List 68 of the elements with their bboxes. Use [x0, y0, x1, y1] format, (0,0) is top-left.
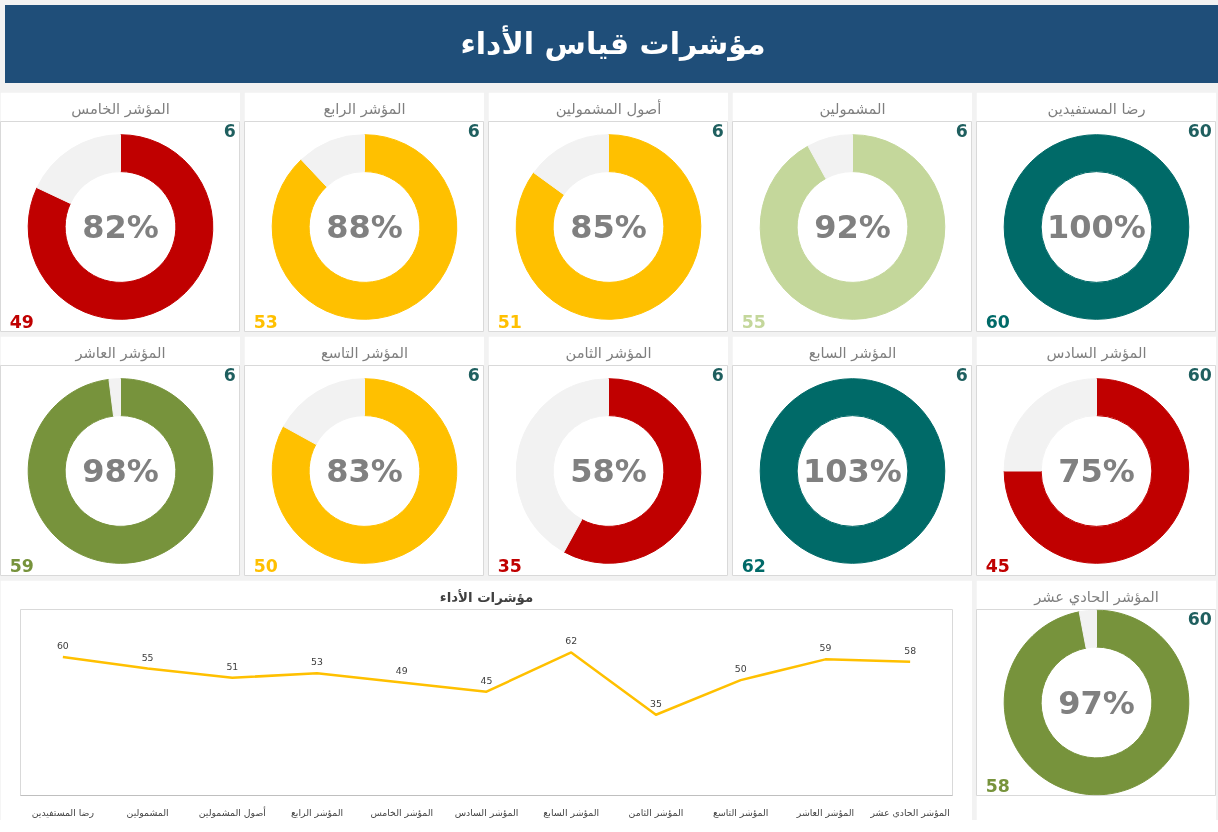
chart-title: المؤشر السادس: [1046, 343, 1147, 362]
text: 6: [223, 120, 236, 141]
chart-title: المؤشر العاشر: [74, 343, 166, 362]
text: 62: [741, 556, 766, 577]
text: 6: [955, 364, 968, 385]
data-label: 51: [226, 660, 239, 672]
data-label: 60: [56, 640, 69, 652]
x-tick-label: المؤشر الثامن: [628, 806, 684, 818]
text: 103%: [803, 452, 902, 490]
text: 45: [985, 556, 1010, 577]
data-label: 58: [904, 644, 917, 656]
text: 6: [223, 364, 236, 385]
x-tick-label: أصول المشمولين: [198, 805, 267, 818]
text: 59: [9, 556, 34, 577]
x-tick-label: رضا المستفيدين: [31, 806, 95, 818]
text: 60: [985, 312, 1010, 333]
text: 83%: [326, 452, 403, 490]
chart-title: المؤشر الرابع: [323, 99, 406, 118]
x-tick-label: المؤشر الحادي عشر: [869, 806, 950, 818]
text: 6: [711, 120, 724, 141]
text: 51: [497, 312, 522, 333]
text: 100%: [1047, 208, 1146, 246]
chart-title: المؤشر السابع: [808, 343, 897, 362]
text: 97%: [1058, 683, 1135, 722]
text: 60: [1187, 608, 1212, 629]
text: 6: [467, 120, 480, 141]
text: 50: [253, 556, 278, 577]
chart-title: المؤشر الخامس: [71, 99, 170, 118]
chart-title: المؤشر الحادي عشر: [1033, 587, 1159, 606]
chart-title: مؤشرات الأداء: [439, 588, 534, 605]
text: 58%: [570, 452, 647, 490]
chart-title: المؤشر التاسع: [320, 343, 409, 362]
chart-title: المشمولين: [819, 99, 886, 118]
text: 82%: [82, 208, 159, 246]
text: 6: [711, 364, 724, 385]
chart-title: رضا المستفيدين: [1047, 99, 1146, 118]
text: 98%: [82, 452, 159, 490]
text: 85%: [570, 208, 647, 246]
data-label: 59: [819, 642, 832, 654]
text: 49: [9, 312, 34, 333]
text: 60: [1187, 120, 1212, 141]
data-label: 45: [480, 674, 493, 686]
text: 35: [497, 556, 522, 577]
text: 6: [467, 364, 480, 385]
text: 53: [253, 312, 278, 333]
data-label: 62: [565, 635, 578, 647]
x-tick-label: المؤشر السادس: [454, 806, 519, 818]
text: 92%: [814, 208, 891, 246]
text: 60: [1187, 364, 1212, 385]
chart-title: أصول المشمولين: [555, 98, 662, 118]
text: 6: [955, 120, 968, 141]
text: مؤشرات قياس الأداء: [460, 24, 766, 63]
x-tick-label: المؤشر السابع: [543, 806, 600, 818]
x-tick-label: المؤشر الرابع: [290, 806, 344, 818]
text: 55: [741, 312, 766, 333]
x-tick-label: المؤشر الخامس: [370, 806, 434, 818]
data-label: 49: [395, 665, 408, 677]
data-label: 55: [141, 651, 154, 663]
x-tick-label: المشمولين: [126, 806, 169, 818]
text: 75%: [1058, 452, 1135, 490]
data-label: 35: [650, 697, 662, 709]
data-label: 53: [311, 656, 324, 668]
x-tick-label: المؤشر العاشر: [795, 806, 855, 818]
chart-title: المؤشر الثامن: [565, 343, 652, 362]
text: 58: [985, 775, 1010, 796]
data-label: 50: [734, 663, 747, 675]
text: 88%: [326, 208, 403, 246]
x-tick-label: المؤشر التاسع: [712, 806, 769, 818]
